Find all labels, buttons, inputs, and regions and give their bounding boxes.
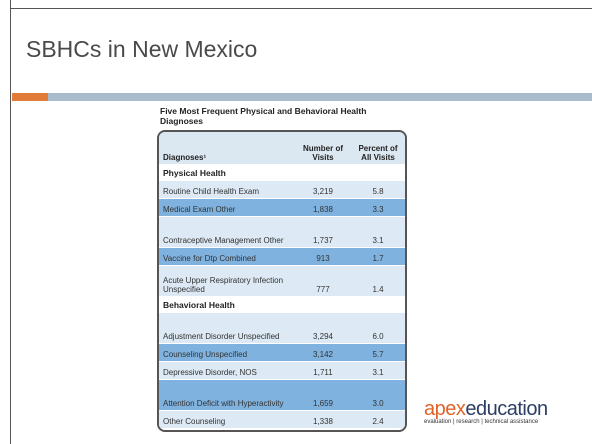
cell-value: 913: [295, 247, 351, 266]
header-row: Diagnoses¹ Number of Visits Percent of All…: [159, 132, 405, 164]
cell-value: 3,219: [295, 180, 351, 199]
table-row: Depressive Disorder, NOS 1,711 3.1: [159, 361, 405, 380]
cell-value: 5.8: [351, 180, 405, 199]
cell-value: 6.0: [351, 312, 405, 344]
logo: apexeducation evaluation | research | te…: [424, 398, 548, 425]
section-row: Physical Health: [159, 164, 405, 181]
cell-diagnosis: Counseling Unspecified: [159, 343, 295, 362]
table-row: Acute Upper Respiratory Infection Unspec…: [159, 265, 405, 296]
cell-value: 3.3: [351, 198, 405, 217]
frame-line: [10, 0, 11, 444]
table-row: Other Counseling 1,338 2.4: [159, 410, 405, 428]
table-row: Attention Deficit with Hyperactivity 1,65…: [159, 379, 405, 411]
section-row: Behavioral Health: [159, 296, 405, 313]
slide-title: SBHCs in New Mexico: [26, 36, 258, 62]
table-row: Routine Child Health Exam 3,219 5.8: [159, 180, 405, 199]
cell-value: 5.7: [351, 343, 405, 362]
table-row: Counseling Unspecified 3,142 5.7: [159, 343, 405, 362]
cell-diagnosis: Depressive Disorder, NOS: [159, 361, 295, 380]
cell-diagnosis: Adjustment Disorder Unspecified: [159, 312, 295, 344]
cell-value: 1.4: [351, 265, 405, 296]
logo-part: apex: [424, 398, 466, 420]
column-header: Diagnoses¹: [159, 132, 295, 164]
cell-diagnosis: Acute Upper Respiratory Infection Unspec…: [159, 265, 295, 296]
cell-value: 1,659: [295, 379, 351, 411]
frame-line: [10, 8, 592, 9]
table-box: Diagnoses¹ Number of Visits Percent of All…: [157, 130, 407, 432]
cell-diagnosis: Routine Child Health Exam: [159, 180, 295, 199]
cell-value: 3.1: [351, 216, 405, 248]
cell-value: 2.4: [351, 410, 405, 428]
cell-diagnosis: Other Counseling: [159, 410, 295, 428]
accent-bar: [48, 93, 592, 101]
table-row: Vaccine for Dtp Combined 913 1.7: [159, 247, 405, 266]
table: Diagnoses¹ Number of Visits Percent of All…: [159, 132, 405, 428]
cell-value: 777: [295, 265, 351, 296]
cell-value: 1.7: [351, 247, 405, 266]
table-body: Physical Health Routine Child Health Exam…: [159, 164, 405, 428]
cell-value: 3,294: [295, 312, 351, 344]
table-row: Medical Exam Other 1,838 3.3: [159, 198, 405, 217]
cell-diagnosis: Vaccine for Dtp Combined: [159, 247, 295, 266]
cell-value: 3.0: [351, 379, 405, 411]
logo-part: education: [465, 398, 548, 420]
table-title: Five Most Frequent Physical and Behavior…: [160, 106, 367, 126]
logo-tagline: evaluation | research | technical assist…: [424, 419, 539, 425]
accent-bar: [12, 93, 48, 101]
cell-value: 3.1: [351, 361, 405, 380]
cell-diagnosis: Contraceptive Management Other: [159, 216, 295, 248]
cell-value: 1,338: [295, 410, 351, 428]
cell-value: 1,838: [295, 198, 351, 217]
column-header: Number of Visits: [295, 132, 351, 164]
section-label: Behavioral Health: [159, 296, 405, 313]
table-row: Adjustment Disorder Unspecified 3,294 6.0: [159, 312, 405, 344]
logo-brand: apexeducation: [424, 398, 548, 421]
cell-diagnosis: Attention Deficit with Hyperactivity: [159, 379, 295, 411]
section-label: Physical Health: [159, 164, 405, 181]
cell-value: 1,711: [295, 361, 351, 380]
cell-diagnosis: Medical Exam Other: [159, 198, 295, 217]
cell-value: 1,737: [295, 216, 351, 248]
table-row: Contraceptive Management Other 1,737 3.1: [159, 216, 405, 248]
cell-value: 3,142: [295, 343, 351, 362]
column-header: Percent of All Visits: [351, 132, 405, 164]
